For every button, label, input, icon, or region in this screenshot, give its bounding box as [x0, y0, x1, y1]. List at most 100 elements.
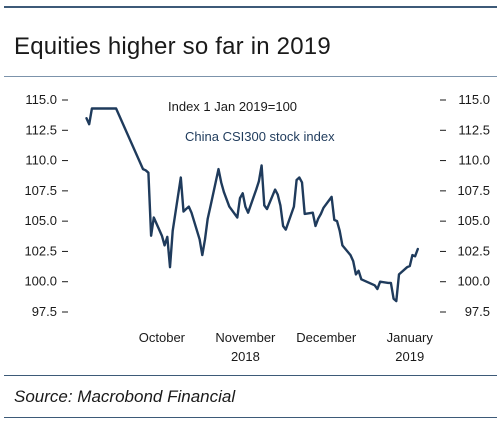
data-point — [163, 244, 166, 247]
data-point — [88, 123, 91, 126]
data-point — [112, 107, 115, 110]
data-point — [147, 171, 150, 174]
y-tick-label-left: 97.5 — [32, 304, 57, 319]
title-divider — [4, 76, 497, 77]
data-point — [161, 234, 163, 237]
data-point — [90, 107, 93, 110]
y-tick-label-right: 102.5 — [457, 243, 490, 258]
data-point — [109, 107, 112, 110]
data-point — [171, 229, 174, 232]
data-point — [376, 288, 379, 290]
data-point — [303, 212, 306, 215]
data-point — [414, 255, 417, 258]
data-point — [201, 254, 204, 256]
data-point — [338, 229, 341, 232]
data-point — [144, 169, 147, 172]
data-point — [182, 210, 185, 213]
data-point — [142, 168, 144, 170]
data-point — [274, 188, 276, 191]
data-point — [333, 219, 336, 221]
x-tick-label: January — [387, 330, 434, 345]
bottom-rule — [4, 417, 497, 418]
data-point — [187, 205, 190, 208]
data-point — [263, 204, 266, 207]
y-tick-label-right: 112.5 — [458, 122, 490, 137]
data-point — [209, 205, 212, 208]
data-point — [169, 266, 171, 269]
data-point — [416, 248, 419, 250]
right-y-axis: 97.5 100.0 102.5 105.0 107.5 110.0 112.5 115.0 — [440, 92, 490, 319]
data-point — [222, 191, 225, 193]
data-point — [406, 266, 408, 269]
data-point — [96, 107, 99, 110]
y-tick-label-right: 97.5 — [465, 304, 490, 319]
data-point — [241, 192, 244, 195]
data-point — [311, 211, 314, 214]
data-point — [387, 282, 390, 284]
data-point — [293, 205, 295, 208]
data-point — [247, 211, 250, 214]
y-tick-label-right: 105.0 — [457, 213, 490, 228]
data-point — [152, 216, 155, 219]
top-rule — [4, 6, 497, 8]
index-annotation: Index 1 Jan 2019=100 — [168, 99, 297, 114]
data-point — [336, 220, 338, 223]
data-point — [373, 284, 376, 287]
data-point — [357, 269, 360, 272]
data-point — [389, 282, 392, 284]
data-point — [115, 107, 118, 110]
chart-title: Equities higher so far in 2019 — [14, 33, 331, 60]
series-line-csi300 — [85, 107, 419, 303]
data-point — [93, 107, 96, 110]
data-point — [255, 188, 258, 191]
data-point — [284, 228, 287, 231]
data-point — [354, 273, 357, 276]
y-tick-label-right: 110.0 — [458, 153, 490, 168]
left-y-axis: 97.5 100.0 102.5 105.0 107.5 110.0 112.5 115.0 — [24, 92, 68, 319]
data-point — [408, 265, 411, 267]
data-point — [295, 179, 298, 181]
data-point — [411, 254, 414, 256]
y-tick-label-left: 112.5 — [25, 122, 57, 137]
y-tick-label-right: 115.0 — [458, 92, 490, 107]
x-year-label: 2018 — [231, 349, 260, 364]
series-label: China CSI300 stock index — [185, 129, 335, 144]
data-point — [150, 234, 153, 237]
data-point — [185, 208, 188, 210]
x-axis: October November December January 2018 2019 — [139, 330, 434, 364]
data-point — [190, 211, 193, 214]
data-point — [330, 196, 333, 198]
data-point — [266, 208, 268, 210]
y-tick-label-left: 107.5 — [24, 183, 57, 198]
data-point — [301, 181, 303, 184]
data-point — [341, 244, 344, 247]
x-year-label: 2019 — [395, 349, 424, 364]
y-tick-label-left: 115.0 — [25, 92, 57, 107]
data-point — [257, 180, 260, 183]
series-layer — [85, 107, 419, 303]
line-chart: 97.5100.0102.5105.0107.5110.0112.5115.0 … — [24, 92, 490, 364]
x-tick-label: October — [139, 330, 186, 345]
data-point — [198, 238, 201, 241]
y-tick-label-left: 110.0 — [25, 153, 57, 168]
data-point — [319, 212, 322, 215]
source-note: Source: Macrobond Financial — [14, 387, 236, 406]
data-point — [349, 254, 352, 256]
x-tick-label: December — [296, 330, 357, 345]
data-point — [360, 278, 363, 281]
data-point — [85, 117, 88, 120]
data-point — [217, 168, 220, 170]
data-point — [239, 197, 241, 200]
data-point — [379, 280, 382, 283]
data-point — [322, 206, 325, 209]
data-point — [236, 216, 239, 219]
data-point — [260, 164, 263, 167]
data-point — [166, 235, 169, 238]
data-point — [228, 205, 231, 208]
data-point — [206, 217, 209, 220]
data-point — [220, 181, 223, 184]
data-point — [395, 300, 398, 302]
data-point — [314, 225, 317, 227]
footer-divider — [4, 375, 497, 376]
y-tick-label-left: 100.0 — [24, 274, 57, 289]
